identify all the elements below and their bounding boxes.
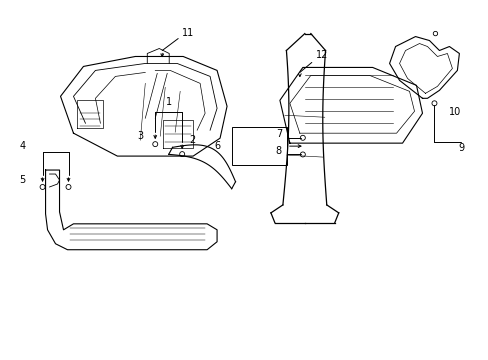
Text: 10: 10	[448, 107, 461, 117]
Text: 2: 2	[189, 135, 195, 145]
Text: 12: 12	[315, 50, 327, 60]
Text: 6: 6	[214, 141, 220, 151]
Text: 3: 3	[137, 131, 143, 141]
Text: 11: 11	[182, 28, 194, 37]
Text: 1: 1	[165, 97, 171, 107]
Text: 8: 8	[275, 146, 282, 156]
Bar	[232, 127, 286, 165]
Text: 7: 7	[275, 129, 282, 139]
Text: 5: 5	[20, 175, 26, 185]
Text: 9: 9	[457, 143, 464, 153]
Text: 4: 4	[20, 141, 26, 151]
